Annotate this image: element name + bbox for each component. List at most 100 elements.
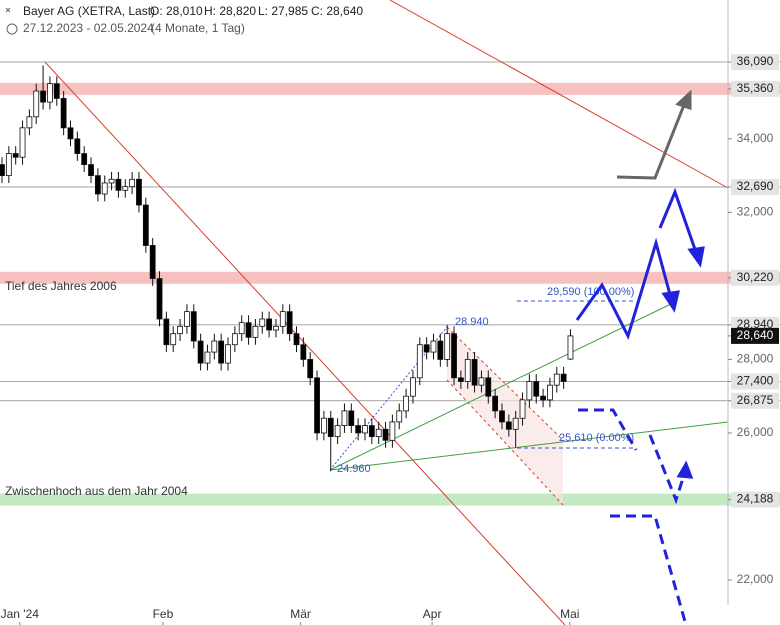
candle-body	[396, 410, 403, 423]
annotation: 25,610 (0.00%)	[559, 432, 634, 444]
candle-body	[211, 340, 218, 353]
tick-box	[731, 491, 779, 508]
candle-body	[348, 410, 355, 426]
candle-body	[0, 164, 5, 177]
y-tick-label: 32,000	[737, 205, 774, 219]
candle-body	[67, 127, 74, 140]
x-tick-label: Mär	[290, 607, 311, 621]
candle-body	[184, 311, 190, 327]
tick-box	[731, 179, 779, 196]
candle-body	[170, 333, 177, 346]
y-tick-label: 28,640	[737, 328, 774, 342]
candle-body	[314, 377, 320, 434]
arrow	[578, 408, 638, 451]
trendline	[329, 301, 676, 471]
candle-body	[88, 164, 94, 177]
annotation: Zwischenhoch aus dem Jahr 2004	[5, 484, 188, 498]
candle-body	[156, 278, 163, 320]
y-tick-label: 34,000	[737, 131, 774, 145]
candle-body	[457, 377, 464, 382]
candle-body	[19, 127, 26, 158]
candle-body	[218, 340, 225, 364]
candle-body	[47, 83, 53, 103]
candle-body	[245, 322, 252, 338]
annotation: 24.960	[337, 463, 371, 475]
candle-body	[526, 381, 533, 401]
scenario-arrows	[575, 89, 705, 625]
candle-body	[389, 421, 396, 441]
channel-line	[446, 326, 564, 441]
candle-body	[451, 333, 457, 379]
candle-body	[533, 381, 540, 397]
candle-body	[567, 335, 574, 360]
arrow	[616, 99, 688, 180]
y-tick-label: 22,000	[737, 572, 774, 586]
x-tick-label: Jan '24	[1, 607, 40, 621]
candle-body	[547, 384, 553, 401]
channel-shade	[447, 327, 563, 505]
arrow	[610, 514, 688, 625]
candle-body	[560, 373, 567, 382]
candle-body	[238, 322, 245, 335]
y-tick-label: 30,220	[737, 270, 774, 284]
candle-body	[259, 318, 266, 327]
y-tick-label: 32,690	[737, 179, 774, 193]
arrow-head	[675, 89, 692, 111]
background-layer	[0, 61, 780, 506]
candle-body	[204, 351, 211, 364]
candle-body	[307, 359, 314, 379]
trendline	[389, 0, 729, 189]
candle-body	[149, 245, 156, 279]
candle-body	[327, 417, 334, 438]
band	[0, 271, 780, 284]
ohlc: L: 27,985	[258, 4, 308, 18]
candle-body	[553, 373, 560, 386]
header: Bayer AG (XETRA, Last) O: 28,010 H: 28,8…	[5, 4, 363, 35]
band	[0, 82, 780, 95]
band	[0, 493, 780, 506]
candle-body	[320, 417, 327, 434]
x-tick-label: Apr	[423, 607, 442, 621]
annotation: 28.940	[455, 316, 489, 328]
candle-body	[108, 178, 115, 184]
y-tick-label: 24,188	[737, 492, 774, 506]
y-tick-label: 36,090	[737, 54, 774, 68]
candle-body	[410, 377, 416, 397]
trendline	[44, 61, 566, 625]
y-tick-label: 28,940	[737, 317, 774, 331]
candle-body	[252, 325, 259, 338]
y-tick-label: 26,000	[737, 425, 774, 439]
candle-body	[115, 178, 122, 191]
candle-body	[416, 344, 423, 379]
candle-body	[540, 395, 546, 401]
channel-line	[446, 379, 564, 506]
candle-body	[197, 340, 204, 364]
candle-body	[177, 325, 183, 335]
candle-body	[266, 318, 273, 331]
candle-body	[505, 421, 512, 430]
candle-body	[423, 344, 430, 353]
candle-body	[33, 90, 40, 118]
y-tick-label: 35,360	[737, 81, 774, 95]
title: Bayer AG (XETRA, Last)	[23, 4, 155, 18]
candle-body	[362, 425, 368, 434]
candle-body	[519, 399, 526, 419]
candle-body	[341, 410, 348, 426]
annotation: Tief des Jahres 2006	[5, 279, 117, 293]
candle-body	[74, 138, 81, 154]
candle-body	[225, 344, 231, 364]
candle-body	[368, 425, 375, 438]
y-tick-label: 26,875	[737, 393, 774, 407]
ohlc: C: 28,640	[311, 4, 363, 18]
candle-body	[403, 395, 409, 412]
candle-body	[129, 178, 136, 188]
candle-body	[122, 186, 129, 191]
candle-body	[444, 333, 451, 360]
arrow	[658, 187, 700, 259]
candle-body	[300, 344, 307, 360]
candle-body	[26, 116, 33, 129]
candle-body	[478, 377, 485, 386]
candle-body	[382, 428, 389, 441]
